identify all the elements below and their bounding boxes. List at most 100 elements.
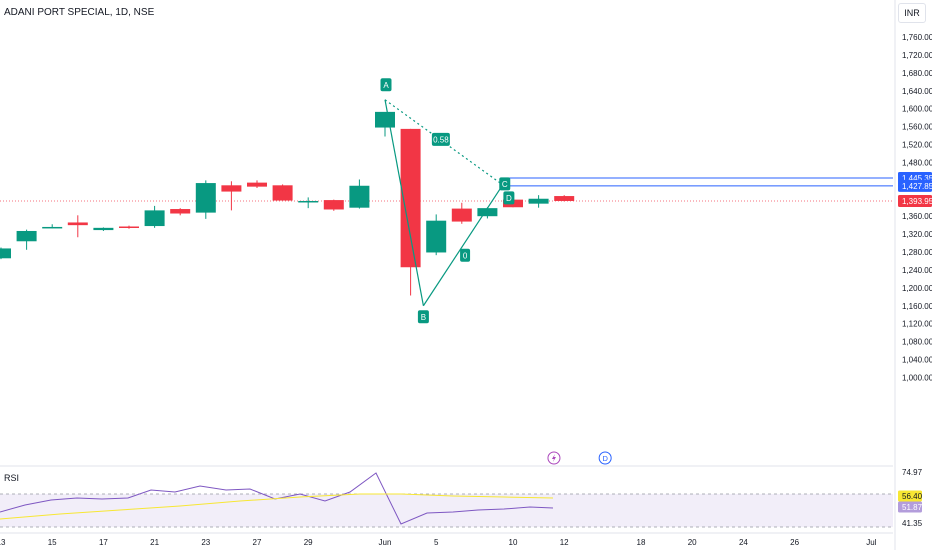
pattern-point-a-bg: [380, 78, 392, 92]
rsi-value-tag-text: 56.40: [902, 492, 923, 501]
rsi-value-tag: 56.40: [898, 490, 923, 502]
rsi-scale-label: 74.97: [902, 468, 923, 477]
dividend-icon-text: D: [602, 454, 608, 463]
abcd-pattern-layer: A B CD 0.58 0: [380, 78, 515, 324]
time-tick-label: 23: [201, 538, 210, 547]
candle-body: [272, 185, 293, 201]
candle-body: [221, 185, 242, 192]
pattern-leg-bc: [422, 184, 504, 307]
price-level-tag-text: 1,393.95: [902, 197, 932, 206]
candle-body: [119, 226, 139, 228]
price-tick-label: 1,520.00: [902, 141, 932, 150]
pattern-ratio-label: 0.58: [431, 132, 450, 146]
time-axis[interactable]: 13 15 17 21 23 27 29 Jun 5 10 12 18 20 24 26 Jul: [0, 0, 896, 550]
pattern-point-c-bg: [499, 177, 511, 191]
pattern-point-d-text: D: [506, 194, 512, 203]
pattern-point-d: D: [503, 191, 515, 205]
candle-body: [144, 210, 165, 227]
time-tick-label: 13: [0, 538, 6, 547]
time-tick-label: 17: [99, 538, 108, 547]
candle-body: [93, 227, 114, 231]
price-tick-label: 1,160.00: [902, 302, 932, 311]
price-level-tag-text: 1,445.35: [902, 174, 932, 183]
candle-body: [42, 226, 63, 229]
time-tick-label: 15: [48, 538, 57, 547]
candle-body: [170, 209, 191, 214]
pattern-leg-label-bg: [460, 248, 471, 262]
candle-body: [477, 208, 498, 217]
time-tick-label: 26: [790, 538, 799, 547]
time-tick-label: 10: [509, 538, 518, 547]
rsi-band: [0, 494, 893, 527]
price-tick-label: 1,120.00: [902, 320, 932, 329]
price-tick-label: 1,720.00: [902, 51, 932, 60]
dividend-icon: [598, 451, 612, 465]
candles-layer: [0, 111, 575, 296]
price-tick-label: 1,040.00: [902, 355, 932, 364]
candle-body: [528, 198, 549, 204]
candle-body: [375, 111, 395, 128]
pattern-retrace-line: [384, 99, 504, 186]
pattern-point-a: A: [380, 78, 392, 92]
price-level-tag-bg: [898, 179, 932, 192]
price-tick-label: 1,360.00: [902, 212, 932, 221]
rsi-value-tag-bg: [898, 501, 922, 513]
time-tick-label: 27: [253, 538, 262, 547]
candle-body: [349, 185, 370, 208]
pattern-leg-ab: [384, 99, 424, 306]
price-axis[interactable]: 1,760.00 1,720.00 1,680.00 1,640.00 1,600.00…: [898, 33, 932, 528]
time-tick-label: 18: [637, 538, 646, 547]
pattern-leg-label: 0: [460, 248, 471, 262]
price-level-tag: 1,393.95: [898, 194, 932, 207]
candle-body: [451, 208, 472, 222]
time-tick-label: Jul: [866, 538, 876, 547]
time-tick-label: 20: [688, 538, 697, 547]
candle-body: [0, 248, 11, 259]
pattern-point-d-bg: [503, 191, 515, 205]
pattern-point-b: B: [417, 310, 429, 324]
pattern-point-c: C: [499, 177, 511, 191]
rsi-value-tag-text: 51.87: [902, 503, 923, 512]
price-tick-label: 1,000.00: [902, 373, 932, 382]
time-tick-label: 5: [434, 538, 439, 547]
candle-body: [67, 222, 88, 226]
price-levels-layer: [0, 177, 893, 202]
pattern-ratio-label-bg: [431, 132, 450, 146]
price-tick-label: 1,080.00: [902, 338, 932, 347]
price-tick-label: 1,680.00: [902, 69, 932, 78]
price-tick-label: 1,560.00: [902, 123, 932, 132]
rsi-ma-line: [0, 493, 554, 520]
price-tick-label: 1,280.00: [902, 248, 932, 257]
pattern-point-b-bg: [417, 310, 429, 324]
events-layer: D: [547, 451, 612, 465]
time-tick-label: 21: [150, 538, 159, 547]
price-tick-label: 1,760.00: [902, 33, 932, 42]
chart-title: ADANI PORT SPECIAL, 1D, NSE: [4, 7, 155, 18]
candle-body: [195, 183, 216, 213]
candle-body: [16, 230, 37, 242]
rsi-indicator-label: RSI: [4, 473, 20, 483]
candle-body: [554, 196, 575, 201]
rsi-value-tag: 51.87: [898, 501, 923, 513]
candle-body: [426, 220, 447, 253]
price-tick-label: 1,320.00: [902, 230, 932, 239]
rsi-scale-label: 41.35: [902, 519, 923, 528]
pattern-ratio-label-text: 0.58: [433, 135, 449, 144]
pattern-point-c-text: C: [502, 180, 508, 189]
candle-body: [298, 200, 319, 203]
price-tick-label: 1,640.00: [902, 87, 932, 96]
price-level-tag-bg: [898, 194, 932, 207]
price-tick-label: 1,200.00: [902, 284, 932, 293]
pattern-point-a-text: A: [383, 81, 389, 90]
pattern-point-b-text: B: [421, 313, 426, 322]
candle-body: [323, 200, 344, 210]
price-level-tag-text: 1,427.85: [902, 182, 932, 191]
price-level-tag: 1,427.85: [898, 179, 932, 192]
price-tick-label: 1,480.00: [902, 158, 932, 167]
time-tick-label: 29: [304, 538, 313, 547]
currency-button[interactable]: INR: [898, 3, 926, 23]
rsi-pane: [0, 465, 893, 528]
time-tick-label: 12: [560, 538, 569, 547]
time-tick-label: Jun: [379, 538, 392, 547]
